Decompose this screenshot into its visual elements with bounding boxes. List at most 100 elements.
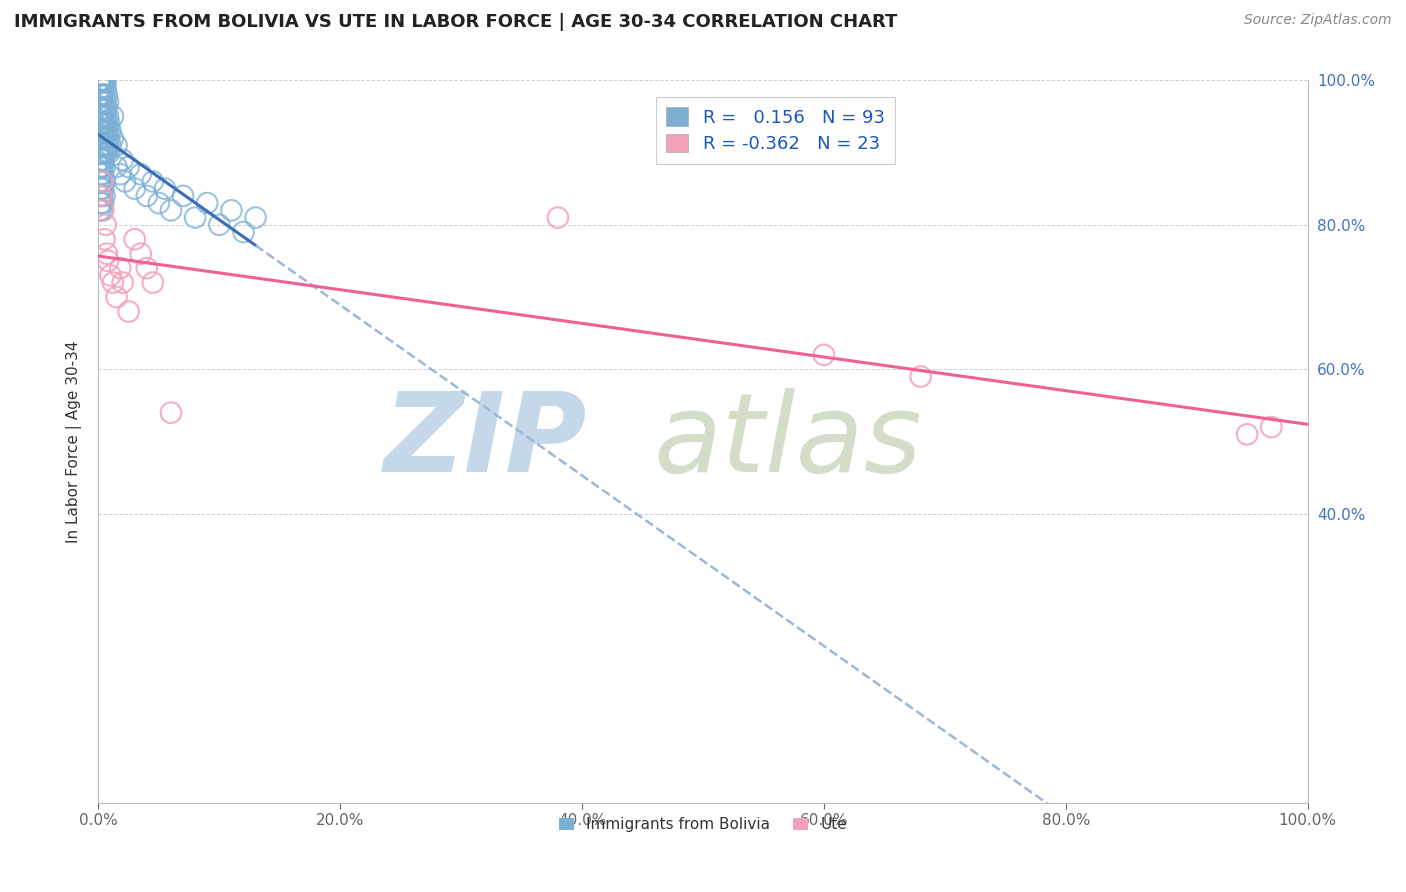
Point — [93, 102, 115, 116]
Point — [118, 160, 141, 174]
Point — [105, 160, 128, 174]
Point — [91, 203, 114, 218]
Point — [142, 174, 165, 188]
Point — [108, 261, 131, 276]
Point — [91, 196, 114, 211]
Point — [91, 174, 114, 188]
Y-axis label: In Labor Force | Age 30-34: In Labor Force | Age 30-34 — [66, 340, 83, 543]
Point — [89, 73, 111, 87]
Point — [89, 189, 111, 203]
Point — [108, 167, 131, 181]
Point — [160, 406, 183, 420]
Point — [93, 160, 115, 174]
Point — [91, 145, 114, 160]
Point — [172, 189, 194, 203]
Point — [124, 232, 146, 246]
Point — [91, 73, 114, 87]
Point — [90, 182, 112, 196]
Point — [101, 131, 124, 145]
Point — [91, 87, 114, 102]
Point — [96, 87, 118, 102]
Point — [89, 131, 111, 145]
Point — [90, 153, 112, 167]
Point — [91, 203, 114, 218]
Point — [153, 182, 176, 196]
Point — [93, 189, 115, 203]
Point — [101, 110, 124, 124]
Point — [90, 138, 112, 153]
Point — [208, 218, 231, 232]
Point — [91, 189, 114, 203]
Point — [232, 225, 254, 239]
Point — [547, 211, 569, 225]
Point — [101, 276, 124, 290]
Point — [142, 276, 165, 290]
Text: atlas: atlas — [654, 388, 922, 495]
Point — [114, 174, 136, 188]
Point — [94, 124, 117, 138]
Point — [90, 73, 112, 87]
Point — [91, 160, 114, 174]
Point — [124, 182, 146, 196]
Point — [100, 124, 122, 138]
Text: IMMIGRANTS FROM BOLIVIA VS UTE IN LABOR FORCE | AGE 30-34 CORRELATION CHART: IMMIGRANTS FROM BOLIVIA VS UTE IN LABOR … — [14, 13, 897, 31]
Point — [184, 211, 207, 225]
Point — [1260, 420, 1282, 434]
Point — [135, 261, 157, 276]
Point — [105, 138, 128, 153]
Point — [93, 87, 115, 102]
Point — [135, 189, 157, 203]
Point — [1236, 427, 1258, 442]
Point — [93, 73, 115, 87]
Point — [93, 145, 115, 160]
Point — [97, 110, 120, 124]
Point — [111, 153, 134, 167]
Point — [160, 203, 183, 218]
Point — [90, 80, 112, 95]
Point — [91, 124, 114, 138]
Point — [91, 73, 114, 87]
Point — [90, 167, 112, 181]
Point — [129, 246, 152, 260]
Point — [97, 124, 120, 138]
Point — [90, 110, 112, 124]
Point — [98, 145, 121, 160]
Point — [91, 174, 114, 188]
Point — [90, 95, 112, 109]
Point — [91, 102, 114, 116]
Point — [93, 131, 115, 145]
Point — [813, 348, 835, 362]
Point — [100, 138, 122, 153]
Point — [96, 131, 118, 145]
Point — [91, 117, 114, 131]
Point — [90, 196, 112, 211]
Point — [89, 87, 111, 102]
Point — [91, 80, 114, 95]
Point — [89, 145, 111, 160]
Point — [93, 174, 115, 188]
Point — [111, 276, 134, 290]
Point — [91, 110, 114, 124]
Point — [100, 268, 122, 283]
Point — [129, 167, 152, 181]
Point — [118, 304, 141, 318]
Point — [90, 189, 112, 203]
Point — [148, 196, 170, 211]
Point — [89, 174, 111, 188]
Point — [98, 131, 121, 145]
Text: Source: ZipAtlas.com: Source: ZipAtlas.com — [1244, 13, 1392, 28]
Point — [94, 138, 117, 153]
Point — [105, 290, 128, 304]
Point — [91, 138, 114, 153]
Text: ZIP: ZIP — [384, 388, 588, 495]
Point — [94, 73, 117, 87]
Point — [94, 80, 117, 95]
Point — [97, 253, 120, 268]
Point — [91, 131, 114, 145]
Point — [94, 218, 117, 232]
Point — [195, 196, 218, 211]
Point — [91, 153, 114, 167]
Point — [91, 182, 114, 196]
Point — [93, 232, 115, 246]
Point — [94, 110, 117, 124]
